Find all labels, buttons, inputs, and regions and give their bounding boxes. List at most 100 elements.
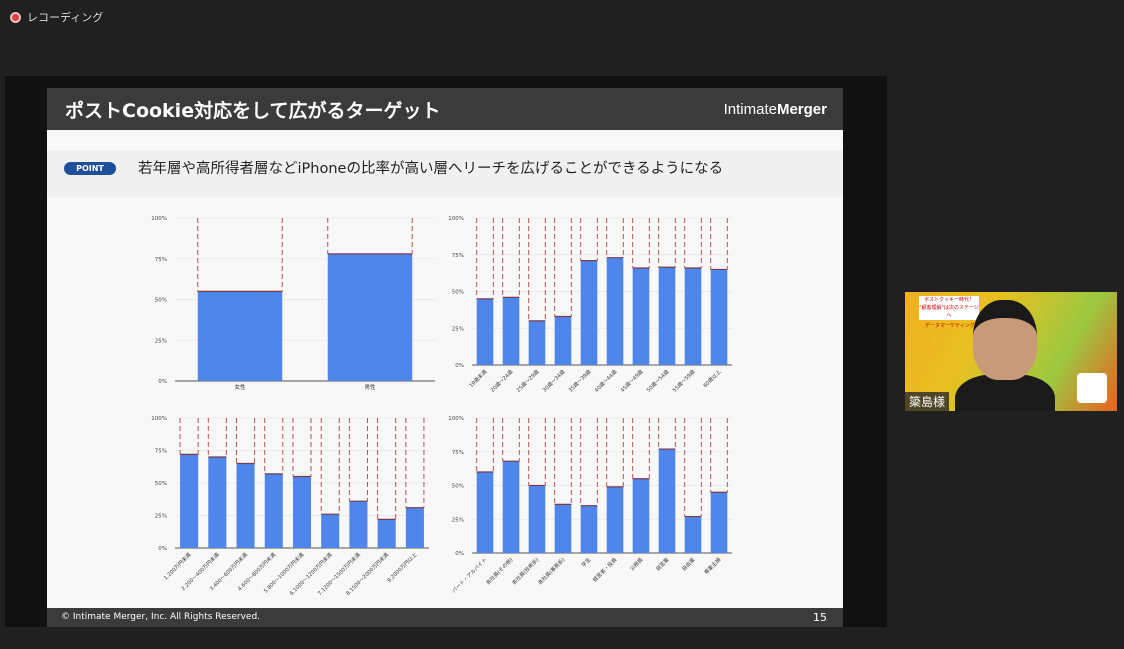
bar [476,472,494,553]
bar [349,501,368,548]
y-tick-label: 50% [155,298,167,304]
x-tick-label: 学生 [579,556,592,569]
bar [580,260,598,365]
y-tick-label: 75% [452,450,464,456]
record-icon [10,11,21,23]
y-tick-label: 100% [448,416,464,422]
bar [606,486,624,553]
bar [476,298,494,365]
y-tick-label: 0% [158,379,167,385]
slide: ポストCookie対応をして広がるターゲット IntimateMerger PO… [47,88,843,627]
bar [502,297,520,365]
x-tick-label: 25歳〜29歳 [514,368,540,394]
bar [180,454,199,548]
x-tick-label: 会社員(事務系) [536,556,567,587]
seminar-banner: ポストクッキー時代！ "顧客理解"は次のステージへ [919,296,979,320]
x-tick-label: 35歳〜39歳 [566,368,592,394]
y-tick-label: 50% [155,481,167,487]
speaker-body [955,374,1055,411]
y-tick-label: 25% [155,514,167,520]
bar [321,514,340,548]
y-tick-label: 100% [151,216,167,222]
point-row: POINT 若年層や高所得者層などiPhoneの比率が高い層へリーチを広げること… [47,150,843,197]
x-tick-label: 45歳〜49歳 [618,368,644,394]
speaker-head [973,300,1037,380]
banner-line: ポストクッキー時代！ [923,297,974,303]
x-tick-label: 公務員 [628,556,645,573]
y-tick-label: 75% [452,253,464,259]
webcam-video: ポストクッキー時代！"顧客理解"は次のステージへ データマーケティング最前線 オ… [905,292,1117,411]
bar [580,505,598,553]
chart-gender: 0% 25% 50% 75% 100% 女性 男性 [151,216,435,391]
y-tick-label: 50% [452,290,464,296]
bar [632,267,650,365]
point-badge: POINT [64,162,116,175]
x-tick-label: 自由業 [680,556,697,573]
logo-text-light: Intimate [723,101,777,118]
bar [606,257,624,365]
bar [684,267,702,365]
chart-occupation: 0% 25% 50% 75% 100% パート・アルバイト会社員(その他)会社員(技術系)… [448,416,732,594]
bar [405,507,424,548]
banner-line: "顧客理解"は次のステージへ [919,305,979,319]
x-tick-label: パート・アルバイト [450,556,488,594]
x-tick-label: 男性 [364,383,376,391]
y-tick-label: 25% [452,326,464,332]
bar [377,519,396,548]
slide-header: ポストCookie対応をして広がるターゲット IntimateMerger [47,88,843,130]
y-tick-label: 25% [155,338,167,344]
x-tick-label: 40歳〜44歳 [592,368,618,394]
bar [554,316,572,365]
bar [236,463,255,548]
x-tick-label: 経営者・役員 [591,556,619,584]
bar [658,449,676,553]
x-tick-label: 会社員(その他) [484,556,515,587]
bar [292,476,312,548]
x-tick-label: 60歳以上 [701,368,722,389]
bar [710,269,728,365]
recording-label: レコーディング [27,11,104,24]
x-tick-label: 9.2000万円以上 [385,551,418,584]
bar [327,253,413,381]
x-tick-label: 会社員(技術系) [510,556,541,587]
bar [658,267,676,365]
copyright: © Intimate Merger, Inc. All Rights Reser… [61,612,261,622]
x-tick-label: 55歳〜59歳 [670,368,696,394]
y-tick-label: 75% [155,257,167,263]
y-tick-label: 0% [158,546,167,552]
chart-age: 0% 25% 50% 75% 100% 19歳未満 20歳〜24歳 25歳〜29歳 30歳〜34… [448,216,732,394]
chart-income: 0%25%50%75%100%1.200万円未満2.200〜400万円未満3.4… [151,416,429,597]
x-tick-label: 自営業 [654,556,671,573]
y-tick-label: 25% [452,517,464,523]
bar [502,461,520,553]
bar [528,485,546,553]
x-tick-label: 女性 [234,383,246,391]
y-tick-label: 0% [455,363,464,369]
bar [684,516,702,553]
x-tick-label: 19歳未満 [467,368,488,389]
slide-footer: © Intimate Merger, Inc. All Rights Reser… [47,608,843,627]
y-tick-label: 75% [155,449,167,455]
x-tick-label: 専業主婦 [702,556,722,576]
x-tick-label: 20歳〜24歳 [488,368,514,394]
bar [528,320,546,365]
y-tick-label: 50% [452,484,464,490]
x-tick-label: 50歳〜54歳 [644,368,670,394]
speaker [955,300,1055,411]
bar [710,492,728,553]
bar [264,473,283,548]
y-tick-label: 100% [151,416,167,422]
x-tick-label: 30歳〜34歳 [540,368,566,394]
slide-title: ポストCookie対応をして広がるターゲット [65,100,441,122]
point-text: 若年層や高所得者層などiPhoneの比率が高い層へリーチを広げることができるよう… [138,161,724,177]
bar [197,291,283,381]
logo-text-bold: Merger [776,101,827,118]
bar [632,478,650,553]
company-logo-icon [1077,373,1107,403]
company-logo: IntimateMerger [724,101,827,118]
bar [208,457,227,548]
participant-name: 簗島様 [905,392,950,411]
x-tick-label: 1.200万円未満 [162,551,193,582]
bar [554,504,572,553]
y-tick-label: 100% [448,216,464,222]
